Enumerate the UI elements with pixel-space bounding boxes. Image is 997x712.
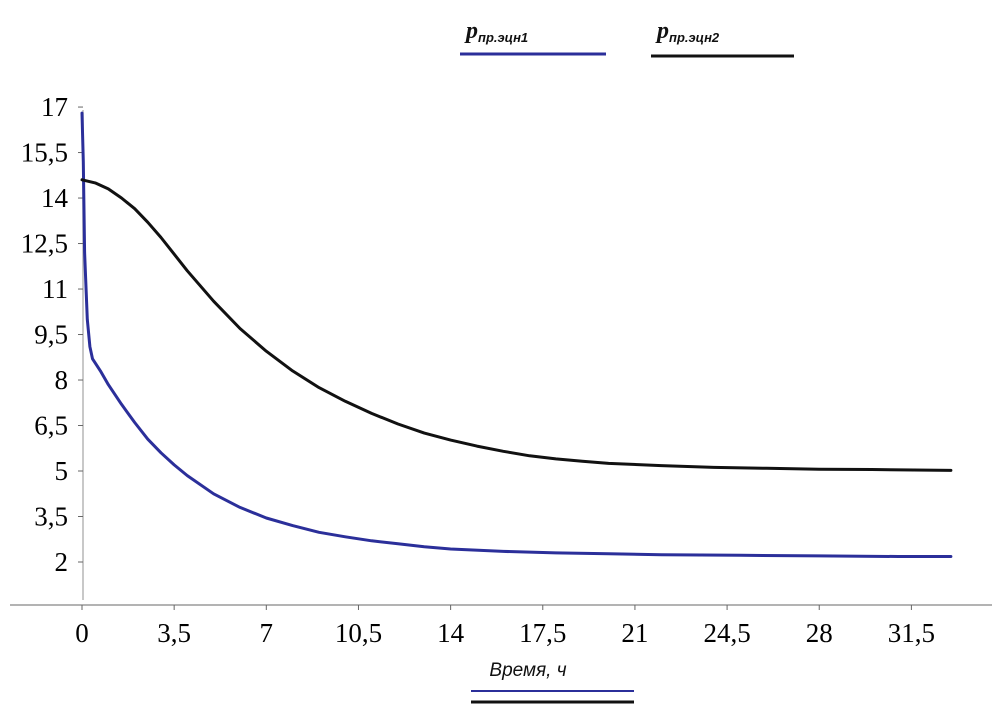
y-tick-label: 12,5 <box>21 229 68 259</box>
y-tick-label: 17 <box>41 92 68 122</box>
y-tick-label: 15,5 <box>21 138 68 168</box>
x-axis-label: Время, ч <box>489 660 566 681</box>
y-tick-label: 9,5 <box>34 320 68 350</box>
x-tick-label: 14 <box>437 618 465 648</box>
x-tick-label: 31,5 <box>888 618 935 648</box>
y-tick-label: 8 <box>55 365 69 395</box>
y-tick-label: 5 <box>55 456 69 486</box>
legend-label-series-2: pпр.эцн2 <box>655 18 720 45</box>
legend: pпр.эцн1 pпр.эцн2 <box>460 18 794 58</box>
x-tick-label: 21 <box>621 618 648 648</box>
y-tick-label: 2 <box>55 547 69 577</box>
x-tick-label: 3,5 <box>157 618 191 648</box>
y-tick-label: 11 <box>42 274 68 304</box>
legend-item-series-2: pпр.эцн2 <box>651 18 794 58</box>
series-layer <box>80 111 953 558</box>
series-line-1 <box>80 111 953 558</box>
x-tick-label: 24,5 <box>703 618 750 648</box>
x-tick-label: 28 <box>806 618 833 648</box>
x-tick-label: 17,5 <box>519 618 566 648</box>
x-tick-label: 10,5 <box>335 618 382 648</box>
y-tick-label: 14 <box>41 183 69 213</box>
x-tick-label: 7 <box>260 618 274 648</box>
series-line-2 <box>80 178 953 472</box>
x-axis-label-group: Время, ч <box>471 660 634 704</box>
y-tick-label: 6,5 <box>34 411 68 441</box>
ticks-layer: 17 15,5 14 12,5 11 9,5 8 6,5 5 3,5 2 0 3,5 7 10,5 14 17,… <box>21 92 935 648</box>
y-tick-label: 3,5 <box>34 502 68 532</box>
legend-item-series-1: pпр.эцн1 <box>460 18 606 56</box>
x-tick-label: 0 <box>75 618 89 648</box>
legend-label-series-1: pпр.эцн1 <box>464 18 528 45</box>
